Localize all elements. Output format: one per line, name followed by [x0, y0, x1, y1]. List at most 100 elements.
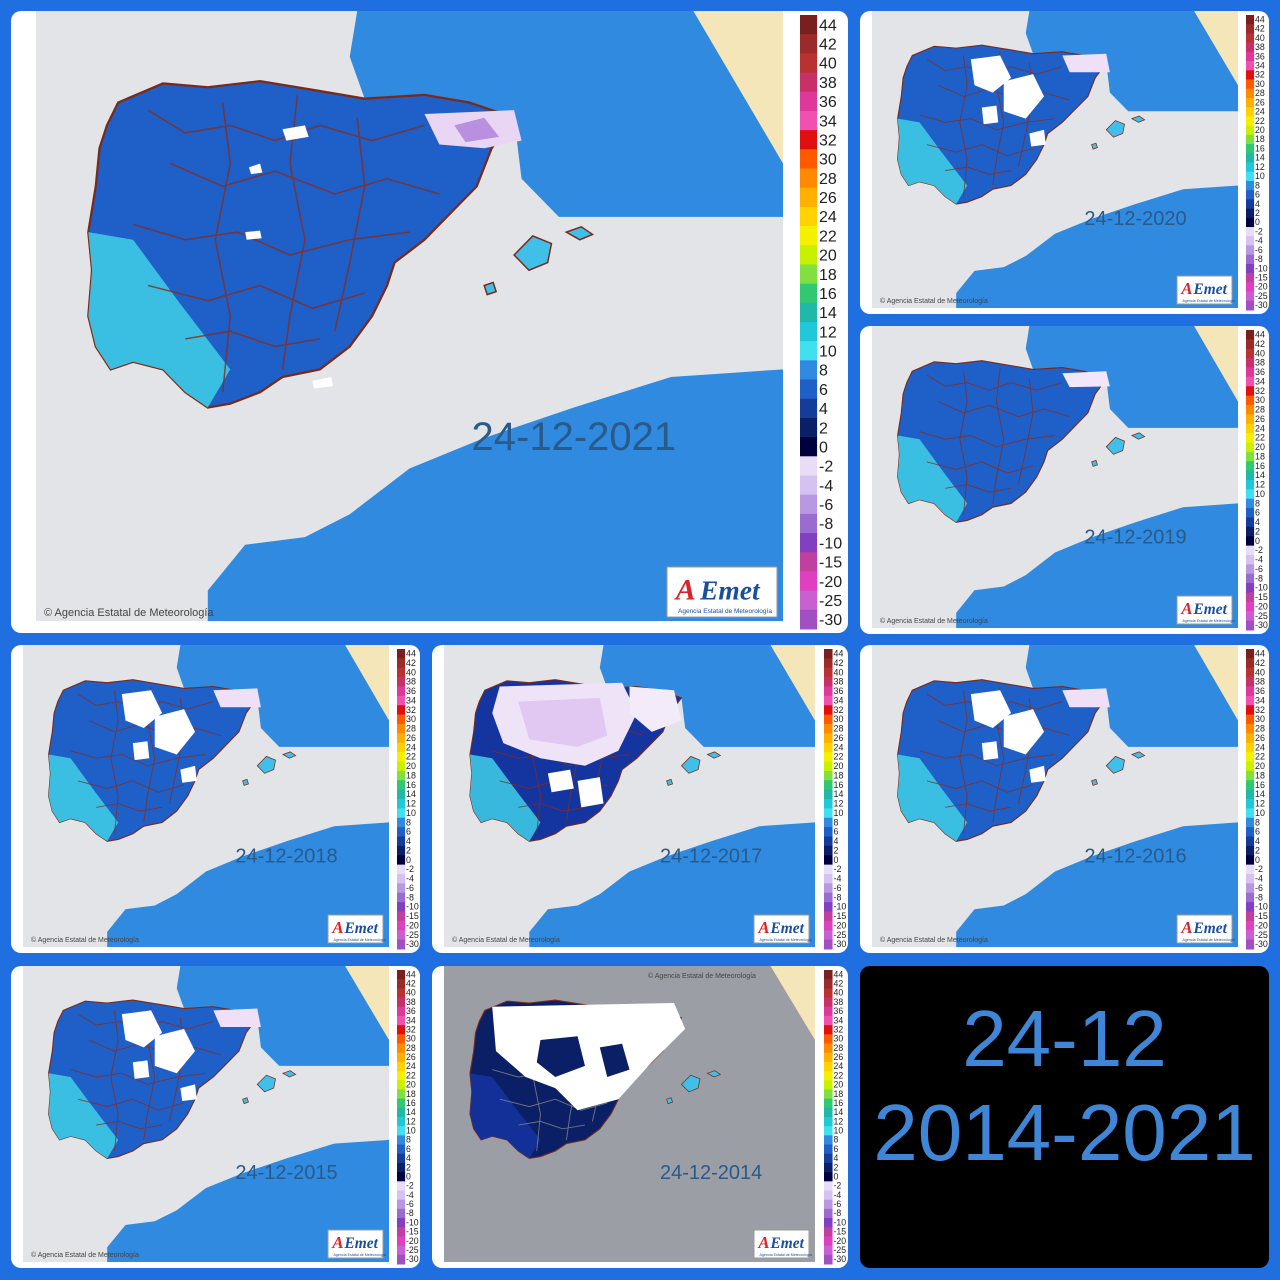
- legend-swatch: [800, 264, 818, 285]
- snow-cold-area: [518, 697, 608, 747]
- legend-tick-label: 40: [1255, 33, 1265, 43]
- legend-tick-label: -2: [834, 1181, 842, 1191]
- legend-tick-label: 4: [406, 1153, 411, 1163]
- snow-cold-area: [213, 688, 261, 708]
- legend-tick-label: 30: [1255, 79, 1265, 89]
- legend-swatch: [1246, 51, 1255, 62]
- legend-swatch: [824, 1218, 833, 1228]
- legend-swatch: [800, 571, 818, 592]
- snow-cold-area: [577, 777, 604, 808]
- legend-swatch: [397, 1043, 406, 1054]
- france-region: [599, 645, 815, 747]
- legend-swatch: [1246, 536, 1255, 547]
- legend-tick-label: -15: [1255, 592, 1268, 602]
- legend-swatch: [800, 360, 818, 381]
- snow-cold-area: [599, 1043, 630, 1077]
- legend-swatch: [800, 53, 818, 74]
- province-borders: [132, 94, 440, 393]
- legend-tick-label: 30: [1255, 714, 1265, 724]
- legend-swatch: [1246, 930, 1255, 941]
- legend-swatch: [397, 997, 406, 1008]
- legend-tick-label: 26: [834, 1052, 844, 1062]
- france-region: [349, 11, 784, 217]
- legend-tick-label: -25: [834, 930, 847, 940]
- legend-swatch: [397, 1006, 406, 1017]
- legend-tick-label: 40: [406, 988, 416, 998]
- legend-swatch: [800, 245, 818, 265]
- legend-swatch: [1246, 227, 1255, 237]
- svg-text:Emet: Emet: [699, 575, 761, 606]
- land-edge: [345, 966, 390, 1040]
- legend-swatch: [824, 714, 833, 725]
- legend-swatch: [397, 1236, 406, 1247]
- legend-tick-label: 44: [1255, 14, 1265, 24]
- legend-swatch: [824, 845, 833, 856]
- legend-swatch: [397, 1172, 406, 1182]
- legend-swatch: [397, 970, 406, 980]
- legend-swatch: [824, 742, 833, 753]
- legend-swatch: [397, 1089, 406, 1100]
- legend-tick-label: 4: [834, 1153, 839, 1163]
- snow-cold-area: [1062, 371, 1110, 388]
- legend-tick-label: 0: [406, 855, 411, 865]
- legend-swatch: [800, 322, 818, 342]
- legend-swatch: [800, 302, 818, 323]
- legend-tick-label: 36: [1255, 367, 1265, 377]
- legend-tick-label: 10: [834, 808, 844, 818]
- legend-tick-label: -4: [406, 1190, 414, 1200]
- legend-swatch: [800, 206, 818, 227]
- balearic-island: [706, 751, 722, 759]
- map-geography: [87, 11, 784, 621]
- legend-tick-label: 20: [834, 761, 844, 771]
- legend-tick-label: -30: [406, 1254, 419, 1264]
- legend-tick-label: -30: [1255, 300, 1268, 310]
- legend-tick-label: -25: [1255, 930, 1268, 940]
- legend-tick-label: 22: [1255, 433, 1265, 443]
- legend-tick-label: 40: [834, 667, 844, 677]
- legend-swatch: [1246, 695, 1255, 706]
- map-svg: 24-12-2016 © Agencia Estatal de Meteorolo…: [872, 645, 1268, 950]
- svg-text:Emet: Emet: [770, 920, 805, 937]
- map-date-label: 24-12-2020: [1084, 208, 1186, 230]
- legend-tick-label: 8: [819, 363, 828, 380]
- legend-swatch: [1246, 733, 1255, 744]
- france-region: [1025, 11, 1238, 112]
- legend-tick-label: -8: [406, 892, 414, 902]
- legend-swatch: [824, 1181, 833, 1191]
- legend-swatch: [1246, 61, 1255, 71]
- legend-swatch: [1246, 611, 1255, 622]
- balearic-island: [1091, 142, 1098, 150]
- legend-swatch: [824, 705, 833, 716]
- snow-cold-area: [629, 686, 682, 732]
- legend-tick-label: 10: [1255, 171, 1265, 181]
- legend-tick-label: -6: [406, 1199, 414, 1209]
- legend-tick-label: 18: [834, 1089, 844, 1099]
- balearic-island: [1130, 751, 1146, 759]
- france-region: [176, 966, 390, 1066]
- legend-tick-label: -15: [406, 911, 419, 921]
- legend-swatch: [397, 1071, 406, 1081]
- legend-tick-label: 20: [819, 248, 837, 265]
- legend-swatch: [1246, 799, 1255, 809]
- coastal-warm-area: [469, 1073, 541, 1159]
- legend-tick-label: 2: [834, 845, 839, 855]
- legend-tick-label: 6: [1255, 190, 1260, 200]
- legend-tick-label: 36: [819, 94, 837, 111]
- legend-swatch: [397, 920, 406, 931]
- legend-tick-label: -4: [1255, 236, 1263, 246]
- legend-swatch: [397, 686, 406, 697]
- legend-tick-label: -8: [1255, 254, 1263, 264]
- map-date-label: 24-12-2015: [235, 1162, 337, 1184]
- legend-tick-label: 12: [834, 1116, 844, 1126]
- snow-cold-area: [248, 163, 263, 175]
- legend-swatch: [1246, 190, 1255, 200]
- legend-tick-label: 10: [406, 808, 416, 818]
- map-panel-2018: 24-12-2018 © Agencia Estatal de Meteorolo…: [11, 645, 420, 953]
- legend-swatch: [824, 827, 833, 837]
- legend-tick-label: 18: [819, 267, 837, 284]
- legend-swatch: [1246, 583, 1255, 593]
- svg-text:Agencia Estatal de Meteorologí: Agencia Estatal de Meteorología: [334, 1253, 387, 1257]
- legend-swatch: [397, 742, 406, 753]
- legend-tick-label: 14: [834, 1107, 844, 1117]
